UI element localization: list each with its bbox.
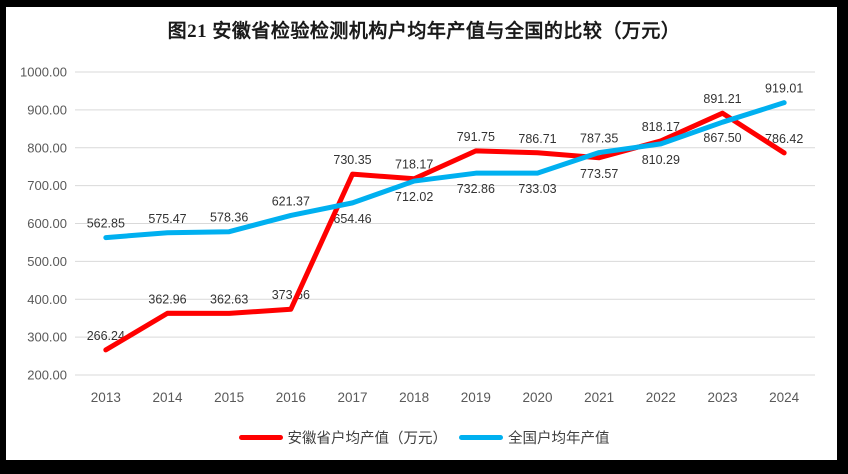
y-tick-label: 300.00 bbox=[27, 330, 67, 345]
x-tick-label: 2013 bbox=[91, 390, 121, 405]
data-label: 621.37 bbox=[272, 194, 310, 208]
frame-border-top bbox=[0, 0, 848, 7]
data-label: 266.24 bbox=[87, 329, 125, 343]
legend-label-national: 全国户均年产值 bbox=[508, 431, 610, 447]
data-label: 373.66 bbox=[272, 288, 310, 302]
data-label: 578.36 bbox=[210, 211, 248, 225]
data-label: 562.85 bbox=[87, 217, 125, 231]
data-label: 919.01 bbox=[765, 82, 803, 96]
y-tick-label: 800.00 bbox=[27, 140, 67, 155]
data-label: 362.63 bbox=[210, 292, 248, 306]
x-tick-label: 2017 bbox=[337, 390, 367, 405]
x-tick-label: 2018 bbox=[399, 390, 429, 405]
legend-item-national: 全国户均年产值 bbox=[459, 427, 610, 448]
legend-label-anhui: 安徽省户均产值（万元） bbox=[287, 431, 448, 447]
data-label: 791.75 bbox=[457, 130, 495, 144]
y-tick-label: 1000.00 bbox=[20, 65, 67, 80]
y-tick-label: 500.00 bbox=[27, 254, 67, 269]
x-tick-label: 2023 bbox=[707, 390, 737, 405]
data-label: 786.71 bbox=[518, 132, 556, 146]
y-tick-label: 900.00 bbox=[27, 102, 67, 117]
x-tick-label: 2020 bbox=[522, 390, 552, 405]
anhui-line-swatch-icon bbox=[238, 435, 283, 440]
frame-border-bottom bbox=[0, 460, 848, 474]
y-tick-label: 700.00 bbox=[27, 178, 67, 193]
data-label: 773.57 bbox=[580, 167, 618, 181]
x-tick-label: 2014 bbox=[152, 390, 183, 405]
data-label: 712.02 bbox=[395, 190, 433, 204]
data-label: 891.21 bbox=[703, 92, 741, 106]
data-label: 362.96 bbox=[148, 292, 186, 306]
data-label: 786.42 bbox=[765, 132, 803, 146]
data-label: 810.29 bbox=[642, 153, 680, 167]
data-label: 718.17 bbox=[395, 158, 433, 172]
series-line bbox=[103, 110, 787, 353]
frame-border-right bbox=[837, 7, 848, 460]
data-label: 867.50 bbox=[703, 131, 741, 145]
x-tick-label: 2019 bbox=[461, 390, 491, 405]
series-line bbox=[103, 100, 787, 241]
data-label: 575.47 bbox=[148, 212, 186, 226]
plot-area: 200.00 300.00 400.00 500.00 600.00 700.00 800.… bbox=[20, 65, 815, 405]
data-label: 732.86 bbox=[457, 182, 495, 196]
y-tick-label: 200.00 bbox=[27, 368, 67, 383]
x-tick-label: 2021 bbox=[584, 390, 614, 405]
data-label: 654.46 bbox=[333, 212, 371, 226]
data-label: 733.03 bbox=[518, 182, 556, 196]
x-tick-label: 2016 bbox=[276, 390, 306, 405]
data-label: 818.17 bbox=[642, 120, 680, 134]
legend: 安徽省户均产值（万元） 全国户均年产值 bbox=[0, 427, 848, 448]
y-tick-label: 600.00 bbox=[27, 216, 67, 231]
data-label: 787.35 bbox=[580, 132, 618, 146]
y-tick-label: 400.00 bbox=[27, 292, 67, 307]
legend-item-anhui: 安徽省户均产值（万元） bbox=[238, 427, 448, 448]
x-tick-label: 2015 bbox=[214, 390, 244, 405]
chart-title: 图21 安徽省检验检测机构户均年产值与全国的比较（万元） bbox=[167, 21, 681, 42]
frame-border-left bbox=[0, 7, 6, 460]
national-line-swatch-icon bbox=[459, 435, 503, 440]
x-tick-label: 2024 bbox=[769, 390, 800, 405]
x-tick-label: 2022 bbox=[646, 390, 676, 405]
data-label: 730.35 bbox=[333, 153, 371, 167]
